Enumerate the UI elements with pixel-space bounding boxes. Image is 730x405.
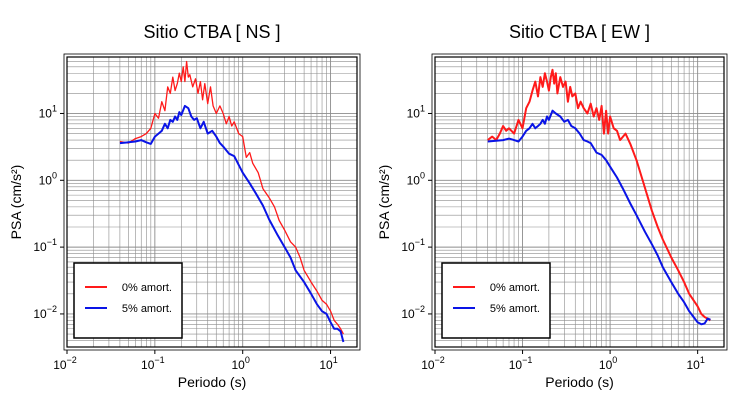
y-tick-label: 10−2	[401, 304, 425, 321]
legend: 0% amort. 5% amort.	[441, 262, 551, 339]
x-axis-label: Periodo (s)	[545, 374, 613, 390]
series-line-red	[487, 68, 711, 322]
series-line-blue	[119, 104, 345, 343]
y-tick-label: 10−1	[401, 237, 425, 254]
y-tick-label: 101	[39, 103, 57, 120]
x-tick-label: 101	[319, 355, 337, 372]
y-tick-label: 10−1	[33, 237, 57, 254]
x-tick-label: 10−2	[421, 355, 445, 372]
legend-label: 5% amort.	[490, 303, 540, 315]
legend-box	[441, 262, 551, 339]
chart-panel-1: 10−2 10−1 100 101 10−2 10−1 100 101 Sitio CTBA […	[8, 22, 361, 390]
grid	[434, 56, 725, 347]
plot-frame-outer	[63, 53, 361, 351]
grid	[66, 56, 358, 347]
y-tick-label: 10−2	[33, 304, 57, 321]
legend: 0% amort. 5% amort.	[73, 262, 183, 339]
legend-label: 5% amort.	[122, 303, 172, 315]
y-tick-label: 100	[407, 170, 425, 187]
series-line-red	[119, 60, 344, 335]
plot-frame	[434, 56, 725, 348]
x-axis-label: Periodo (s)	[178, 374, 246, 390]
x-tick-label: 100	[232, 355, 250, 372]
x-tick-label: 10−2	[53, 355, 77, 372]
chart-title: Sitio CTBA [ EW ]	[509, 22, 650, 42]
x-tick-label: 101	[686, 355, 704, 372]
x-tick-label: 10−1	[141, 355, 165, 372]
plot-frame	[66, 56, 358, 348]
plot-frame-outer	[431, 53, 728, 351]
legend-label: 0% amort.	[122, 282, 172, 294]
series-line-blue	[487, 109, 711, 326]
x-tick-label: 10−1	[509, 355, 533, 372]
legend-label: 0% amort.	[490, 282, 540, 294]
x-tick-label: 100	[599, 355, 617, 372]
legend-box	[73, 262, 183, 339]
chart-panel-2: 10−2 10−1 100 101 10−2 10−1 100 101 Sitio CTBA […	[376, 22, 728, 390]
chart-title: Sitio CTBA [ NS ]	[143, 22, 280, 42]
y-axis-label: PSA (cm/s²)	[8, 165, 24, 240]
y-tick-label: 100	[39, 170, 57, 187]
y-axis-label: PSA (cm/s²)	[376, 165, 392, 240]
y-tick-label: 101	[407, 103, 425, 120]
